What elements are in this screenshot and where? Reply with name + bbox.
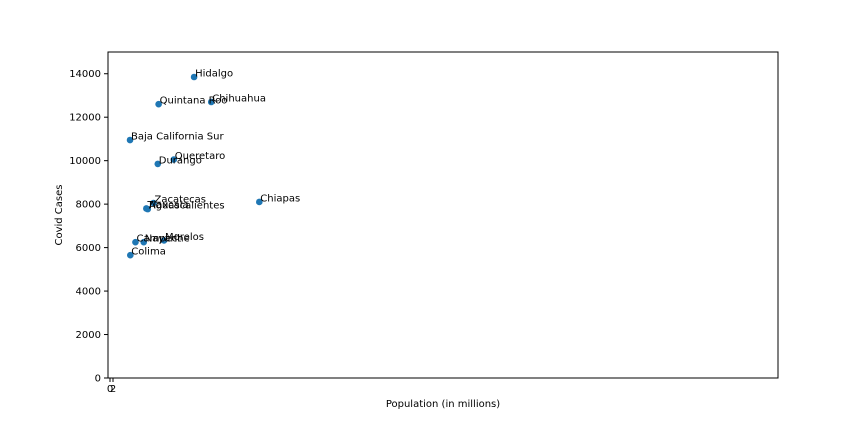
- y-tick-label: 8000: [76, 200, 101, 211]
- y-tick-label: 12000: [69, 113, 101, 124]
- data-point: [155, 100, 162, 108]
- data-point-label: Chihuahua: [212, 93, 266, 104]
- x-tick-label: 0: [107, 384, 113, 395]
- data-point: [127, 251, 134, 259]
- y-tick-label: 2000: [76, 330, 101, 341]
- x-axis-label: Population (in millions): [386, 399, 500, 410]
- data-point: [190, 73, 198, 81]
- y-tick-label: 14000: [69, 69, 101, 80]
- data-point-label: Tlaxcala: [146, 200, 188, 211]
- data-point-label: Zacatecas: [154, 195, 206, 206]
- data-point: [144, 205, 152, 213]
- data-point: [207, 98, 215, 106]
- y-tick-label: 0: [95, 374, 101, 385]
- data-point-label: Baja California Sur: [131, 132, 224, 143]
- data-point-label: Aguascalientes: [149, 201, 225, 212]
- y-tick-label: 10000: [69, 156, 101, 167]
- data-point: [154, 160, 162, 168]
- data-point: [255, 198, 263, 206]
- data-point: [132, 238, 139, 246]
- y-tick-label: 4000: [76, 287, 101, 298]
- data-point: [170, 156, 178, 163]
- y-axis-ticks: 0 2000 4000 6000 8000 10000 12000 14000: [69, 69, 108, 385]
- data-point-label: Chiapas: [260, 193, 300, 204]
- data-point-label: Hidalgo: [195, 68, 233, 79]
- data-point-label: Quintana Roo: [160, 96, 228, 107]
- x-axis-ticks: 02: [107, 378, 116, 395]
- data-point-label: Campeche: [136, 234, 189, 245]
- data-point-label: Queretaro: [175, 151, 225, 162]
- y-axis-label: Covid Cases: [54, 184, 65, 245]
- data-point-label: Morelos: [165, 232, 204, 243]
- data-point: [150, 199, 157, 207]
- x-tick-label: 2: [110, 384, 116, 395]
- data-point-label: Nayarit: [145, 234, 182, 245]
- plot-area: [107, 51, 779, 379]
- data-point: [160, 237, 168, 244]
- y-tick-label: 6000: [76, 243, 101, 254]
- data-point-label: Colima: [131, 247, 166, 258]
- data-points: [126, 73, 263, 259]
- data-point: [126, 136, 134, 144]
- data-point: [140, 238, 148, 246]
- data-point-label: Durango: [159, 155, 202, 166]
